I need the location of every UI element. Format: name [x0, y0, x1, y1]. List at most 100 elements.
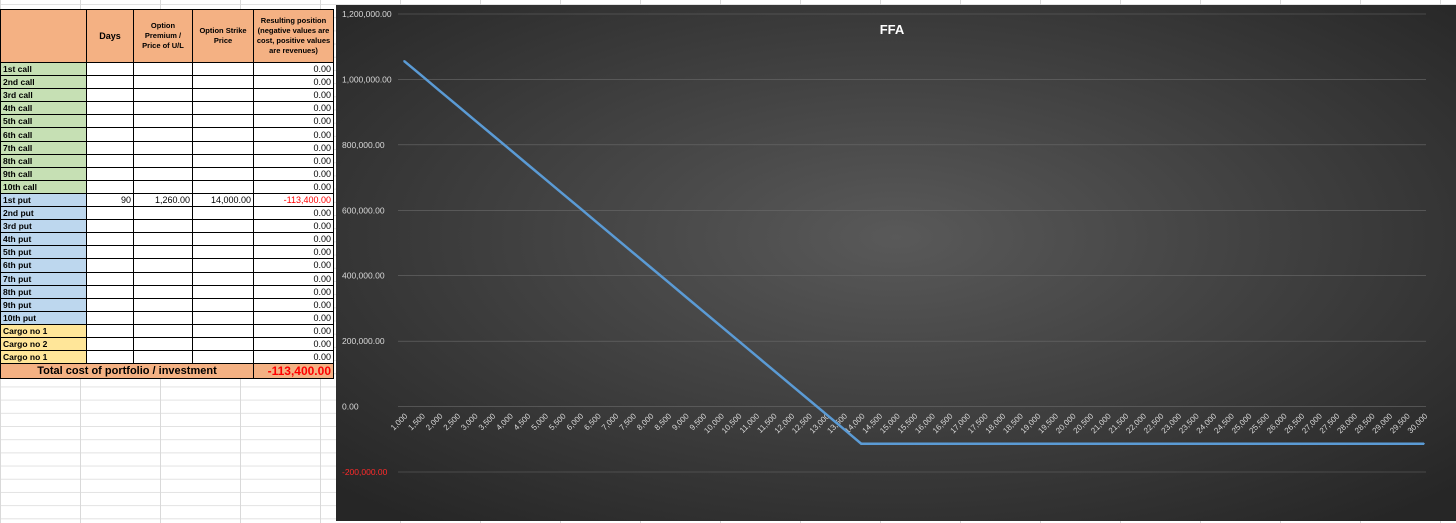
row-label[interactable]: Cargo no 1 [0, 350, 87, 365]
row-label[interactable]: 4th call [0, 101, 87, 116]
result-cell[interactable]: 0.00 [253, 336, 334, 352]
days-cell[interactable] [86, 271, 134, 286]
premium-cell[interactable] [133, 219, 193, 234]
premium-cell[interactable] [133, 88, 193, 103]
row-label[interactable]: 3rd call [0, 88, 87, 103]
days-cell[interactable]: 90 [86, 192, 134, 208]
row-label[interactable]: 7th put [0, 271, 87, 286]
days-cell[interactable] [86, 75, 134, 90]
row-label[interactable]: 10th put [0, 310, 87, 325]
premium-cell[interactable] [133, 166, 193, 181]
ffa-chart[interactable]: FFA 1,200,000.00 1,000,000.00 800,000.00 60… [336, 5, 1456, 521]
strike-cell[interactable] [192, 88, 254, 103]
result-cell[interactable]: 0.00 [253, 166, 334, 181]
result-cell[interactable]: 0.00 [253, 245, 334, 260]
result-cell[interactable]: 0.00 [253, 88, 334, 103]
days-cell[interactable] [86, 219, 134, 234]
result-cell[interactable]: 0.00 [253, 127, 334, 142]
row-label[interactable]: 5th put [0, 245, 87, 260]
strike-cell[interactable] [192, 297, 254, 312]
premium-cell[interactable] [133, 114, 193, 129]
strike-cell[interactable] [192, 153, 254, 168]
premium-cell[interactable] [133, 179, 193, 194]
premium-cell[interactable] [133, 206, 193, 221]
premium-cell[interactable]: 1,260.00 [133, 192, 193, 208]
days-cell[interactable] [86, 206, 134, 221]
row-label[interactable]: 6th call [0, 127, 87, 142]
strike-cell[interactable] [192, 114, 254, 129]
days-cell[interactable] [86, 297, 134, 312]
days-cell[interactable] [86, 153, 134, 168]
result-cell[interactable]: -113,400.00 [253, 192, 334, 208]
days-cell[interactable] [86, 284, 134, 299]
row-label[interactable]: 4th put [0, 232, 87, 247]
premium-cell[interactable] [133, 153, 193, 168]
strike-cell[interactable] [192, 271, 254, 286]
result-cell[interactable]: 0.00 [253, 232, 334, 247]
premium-cell[interactable] [133, 75, 193, 90]
strike-cell[interactable] [192, 284, 254, 299]
result-cell[interactable]: 0.00 [253, 297, 334, 312]
days-cell[interactable] [86, 350, 134, 365]
row-label[interactable]: 8th put [0, 284, 87, 299]
premium-cell[interactable] [133, 258, 193, 273]
result-cell[interactable]: 0.00 [253, 153, 334, 168]
row-label[interactable]: 1st call [0, 61, 87, 77]
days-cell[interactable] [86, 232, 134, 247]
days-cell[interactable] [86, 336, 134, 352]
days-cell[interactable] [86, 310, 134, 325]
strike-cell[interactable] [192, 206, 254, 221]
result-cell[interactable]: 0.00 [253, 140, 334, 155]
row-label[interactable]: 10th call [0, 179, 87, 194]
row-label[interactable]: 7th call [0, 140, 87, 155]
result-cell[interactable]: 0.00 [253, 258, 334, 273]
row-label[interactable]: 9th call [0, 166, 87, 181]
strike-cell[interactable] [192, 310, 254, 325]
row-label[interactable]: 1st put [0, 192, 87, 208]
strike-cell[interactable] [192, 140, 254, 155]
strike-cell[interactable] [192, 127, 254, 142]
row-label[interactable]: Cargo no 1 [0, 323, 87, 338]
days-cell[interactable] [86, 166, 134, 181]
result-cell[interactable]: 0.00 [253, 310, 334, 325]
total-value[interactable]: -113,400.00 [253, 363, 334, 380]
result-cell[interactable]: 0.00 [253, 179, 334, 194]
premium-cell[interactable] [133, 245, 193, 260]
row-label[interactable]: 9th put [0, 297, 87, 312]
premium-cell[interactable] [133, 232, 193, 247]
days-cell[interactable] [86, 101, 134, 116]
row-label[interactable]: Cargo no 2 [0, 336, 87, 352]
premium-cell[interactable] [133, 297, 193, 312]
row-label[interactable]: 5th call [0, 114, 87, 129]
strike-cell[interactable] [192, 232, 254, 247]
strike-cell[interactable] [192, 179, 254, 194]
strike-cell[interactable] [192, 245, 254, 260]
strike-cell[interactable] [192, 336, 254, 352]
premium-cell[interactable] [133, 284, 193, 299]
strike-cell[interactable] [192, 75, 254, 90]
row-label[interactable]: 2nd call [0, 75, 87, 90]
strike-cell[interactable] [192, 258, 254, 273]
premium-cell[interactable] [133, 61, 193, 77]
days-cell[interactable] [86, 323, 134, 338]
premium-cell[interactable] [133, 336, 193, 352]
days-cell[interactable] [86, 179, 134, 194]
result-cell[interactable]: 0.00 [253, 114, 334, 129]
days-cell[interactable] [86, 140, 134, 155]
premium-cell[interactable] [133, 310, 193, 325]
result-cell[interactable]: 0.00 [253, 61, 334, 77]
premium-cell[interactable] [133, 140, 193, 155]
result-cell[interactable]: 0.00 [253, 284, 334, 299]
strike-cell[interactable] [192, 350, 254, 365]
result-cell[interactable]: 0.00 [253, 206, 334, 221]
row-label[interactable]: 2nd put [0, 206, 87, 221]
result-cell[interactable]: 0.00 [253, 75, 334, 90]
premium-cell[interactable] [133, 127, 193, 142]
strike-cell[interactable] [192, 166, 254, 181]
days-cell[interactable] [86, 88, 134, 103]
result-cell[interactable]: 0.00 [253, 350, 334, 365]
row-label[interactable]: 8th call [0, 153, 87, 168]
days-cell[interactable] [86, 127, 134, 142]
premium-cell[interactable] [133, 101, 193, 116]
row-label[interactable]: 3rd put [0, 219, 87, 234]
